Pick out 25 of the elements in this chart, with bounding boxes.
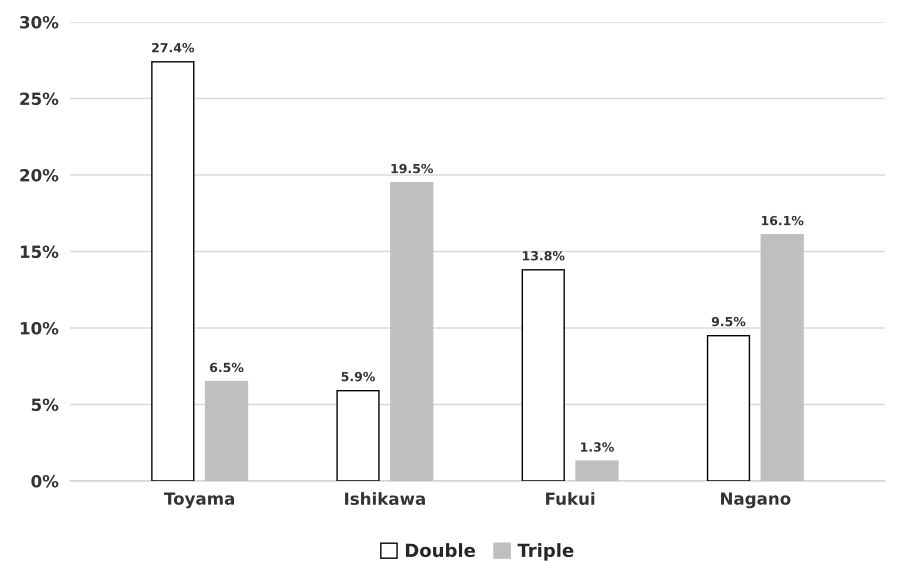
y-tick-label: 10%	[20, 322, 58, 335]
data-label: 19.5%	[391, 164, 434, 174]
x-tick-label: Toyama	[164, 492, 234, 508]
data-label: 27.4%	[152, 42, 194, 52]
data-label: 9.5%	[712, 316, 746, 326]
bar	[522, 269, 565, 481]
data-label: 6.5%	[210, 362, 244, 372]
y-tick-label: 15%	[20, 245, 58, 258]
legend-label: Double	[406, 543, 476, 558]
data-label: 13.8%	[522, 251, 565, 260]
y-tick-label: 20%	[20, 168, 58, 182]
y-tick-label: 25%	[20, 92, 58, 106]
data-label: 1.3%	[581, 442, 614, 452]
data-label: 5.9%	[342, 372, 375, 382]
x-tick-label: Ishikawa	[345, 492, 425, 506]
legend-label: Triple	[518, 543, 574, 561]
y-tick-label: 0%	[31, 474, 58, 488]
y-tick-label: 30%	[20, 16, 58, 29]
bar	[151, 61, 194, 481]
x-tick-label: Nagano	[721, 492, 790, 508]
bar	[706, 334, 750, 481]
y-tick-label: 5%	[32, 398, 58, 412]
x-tick-label: Fukui	[546, 492, 594, 506]
bar	[336, 390, 380, 481]
data-label: 16.1%	[762, 216, 804, 226]
